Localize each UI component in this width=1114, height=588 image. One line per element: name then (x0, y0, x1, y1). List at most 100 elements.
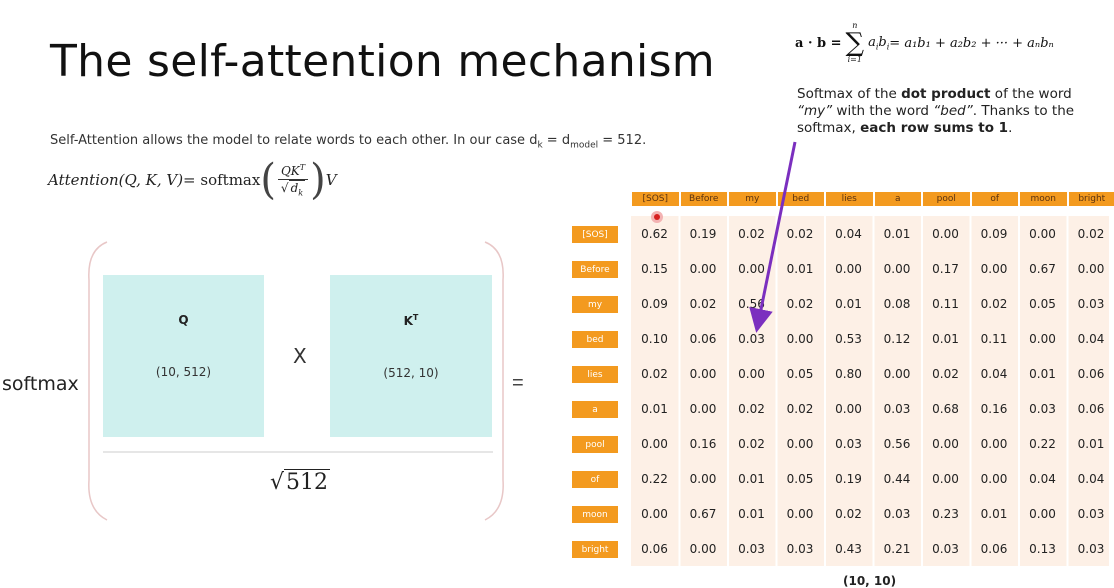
matrix-cell: 0.00 (874, 364, 921, 384)
matrix-cell: 0.03 (922, 539, 969, 559)
matrix-cell: 0.16 (680, 434, 727, 454)
matrix-cell: 0.68 (922, 399, 969, 419)
matrix-cell: 0.10 (631, 329, 678, 349)
matrix-cell: 0.01 (777, 259, 824, 279)
matrix-cell: 0.01 (874, 224, 921, 244)
matrix-cell: 0.01 (825, 294, 872, 314)
matrix-cell: 0.00 (971, 259, 1018, 279)
sigma-symbol: n ∑ i=1 (846, 22, 865, 64)
matrix-cell: 0.56 (728, 294, 775, 314)
matrix-cell: 0.04 (825, 224, 872, 244)
matrix-cell: 0.06 (680, 329, 727, 349)
matrix-cell: 0.67 (1019, 259, 1066, 279)
matrix-cell: 0.02 (777, 294, 824, 314)
matrix-cell: 0.01 (728, 469, 775, 489)
matrix-cell: 0.00 (777, 434, 824, 454)
matrix-cell: 0.22 (1019, 434, 1066, 454)
row-label: a (572, 401, 618, 418)
matrix-cell: 0.16 (971, 399, 1018, 419)
matrix-cell: 0.00 (922, 469, 969, 489)
matrix-cell: 0.80 (825, 364, 872, 384)
k-transpose-matrix-box: KT (512, 10) (330, 275, 492, 437)
matrix-cell: 0.02 (1068, 224, 1114, 244)
matrix-cell: 0.00 (680, 399, 727, 419)
slide-title: The self-attention mechanism (50, 36, 715, 87)
matrix-cell: 0.02 (777, 224, 824, 244)
matrix-cell: 0.01 (1068, 434, 1114, 454)
q-matrix-box: Q (10, 512) (103, 275, 264, 437)
cursor-pointer-icon (651, 211, 663, 223)
matrix-cell: 0.01 (631, 399, 678, 419)
desc-mid: = d (543, 133, 570, 148)
formula-fraction: QKT √dk (278, 163, 308, 197)
matrix-cell: 0.11 (971, 329, 1018, 349)
matrix-cell: 0.05 (1019, 294, 1066, 314)
sqrt-denominator: √512 (270, 470, 330, 495)
k-dimension: (512, 10) (383, 366, 438, 380)
matrix-cell: 0.00 (631, 434, 678, 454)
dot-lhs: a · b = (795, 36, 842, 51)
desc-sub-model: model (570, 141, 598, 151)
matrix-cell: 0.00 (680, 539, 727, 559)
matrix-cell: 0.01 (1019, 364, 1066, 384)
matrix-cell: 0.03 (728, 539, 775, 559)
formula-close-paren: ) (310, 159, 326, 201)
matrix-cell: 0.00 (971, 434, 1018, 454)
matrix-cell: 0.02 (728, 399, 775, 419)
row-label: Before (572, 261, 618, 278)
slide-description: Self-Attention allows the model to relat… (50, 133, 646, 151)
matrix-cell: 0.00 (874, 259, 921, 279)
matrix-cell: 0.08 (874, 294, 921, 314)
matrix-cell: 0.43 (825, 539, 872, 559)
row-label: lies (572, 366, 618, 383)
matrix-cell: 0.00 (631, 504, 678, 524)
matrix-cell: 0.00 (680, 469, 727, 489)
matrix-cell: 0.04 (1068, 329, 1114, 349)
matrix-cell: 0.03 (728, 329, 775, 349)
matrix-cell: 0.00 (680, 259, 727, 279)
matrix-cell: 0.03 (777, 539, 824, 559)
matrix-cell: 0.02 (922, 364, 969, 384)
matrix-cell: 0.00 (825, 399, 872, 419)
matrix-cell: 0.00 (1068, 259, 1114, 279)
matrix-cell: 0.53 (825, 329, 872, 349)
equals-symbol: = (512, 372, 524, 395)
row-label: bright (572, 541, 618, 558)
matrix-cell: 0.15 (631, 259, 678, 279)
matrix-cell: 0.06 (971, 539, 1018, 559)
matrix-cell: 0.03 (825, 434, 872, 454)
matrix-cell: 0.04 (1019, 469, 1066, 489)
softmax-annotation: Softmax of the dot product of the word “… (797, 86, 1102, 137)
matrix-cell: 0.00 (825, 259, 872, 279)
row-label: moon (572, 506, 618, 523)
formula-lhs: Attention(Q, K, V) (48, 171, 183, 189)
matrix-cell: 0.17 (922, 259, 969, 279)
matrix-cell: 0.00 (680, 364, 727, 384)
matrix-cell: 0.00 (922, 434, 969, 454)
matrix-cell: 0.02 (971, 294, 1018, 314)
q-label: Q (178, 313, 188, 327)
column-header: Before (681, 192, 728, 206)
softmax-label: softmax (2, 373, 79, 395)
row-label: of (572, 471, 618, 488)
matrix-cell: 0.62 (631, 224, 678, 244)
matrix-cell: 0.02 (680, 294, 727, 314)
matrix-cell: 0.00 (777, 504, 824, 524)
dot-terms: aibi (868, 35, 889, 52)
formula-denominator: √dk (281, 180, 305, 197)
column-header: of (972, 192, 1019, 206)
matrix-cell: 0.11 (922, 294, 969, 314)
matrix-cell: 0.03 (1068, 294, 1114, 314)
matrix-cell: 0.06 (1068, 399, 1114, 419)
matrix-cell: 0.02 (631, 364, 678, 384)
matrix-cell: 0.67 (680, 504, 727, 524)
matrix-cell: 0.02 (825, 504, 872, 524)
matrix-cell: 0.05 (777, 469, 824, 489)
matrix-cell: 0.44 (874, 469, 921, 489)
row-label: my (572, 296, 618, 313)
attention-formula: Attention(Q, K, V) = softmax ( QKT √dk )… (48, 160, 337, 200)
matrix-cell: 0.01 (971, 504, 1018, 524)
matrix-cell: 0.05 (777, 364, 824, 384)
formula-open-paren: ( (260, 159, 276, 201)
formula-rhs: V (326, 171, 337, 189)
